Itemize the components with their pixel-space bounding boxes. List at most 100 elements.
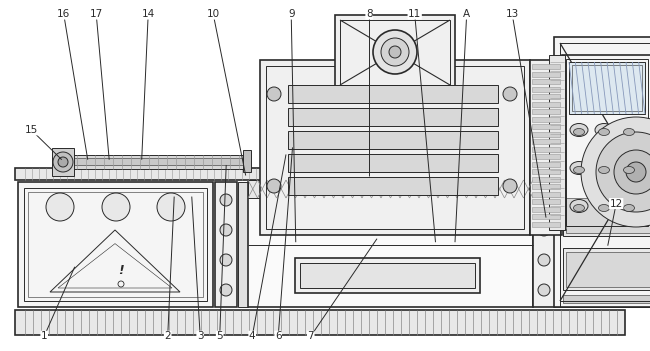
Bar: [532, 199, 560, 204]
Ellipse shape: [623, 128, 634, 135]
Circle shape: [381, 38, 409, 66]
Bar: [532, 177, 560, 181]
Bar: [533, 182, 555, 307]
Bar: [266, 66, 524, 229]
Bar: [532, 124, 560, 129]
Text: !: !: [118, 264, 124, 277]
Bar: [300, 263, 475, 288]
Bar: [532, 184, 560, 189]
Circle shape: [389, 46, 401, 58]
Text: 4: 4: [249, 331, 255, 341]
Bar: [288, 85, 498, 103]
Bar: [532, 221, 560, 226]
Text: 13: 13: [506, 9, 519, 19]
Bar: [563, 248, 650, 290]
Text: 2: 2: [164, 331, 171, 341]
Bar: [532, 94, 560, 99]
Circle shape: [538, 194, 550, 206]
Bar: [15, 168, 455, 180]
Text: 10: 10: [207, 9, 220, 19]
Ellipse shape: [573, 166, 584, 173]
Ellipse shape: [573, 128, 584, 135]
Circle shape: [58, 157, 68, 167]
Bar: [28, 192, 203, 297]
Circle shape: [373, 30, 417, 74]
Circle shape: [220, 194, 232, 206]
Text: 3: 3: [197, 331, 203, 341]
Ellipse shape: [599, 205, 610, 212]
Text: 7: 7: [307, 331, 314, 341]
Bar: [24, 188, 207, 301]
Bar: [532, 64, 560, 69]
Bar: [566, 198, 650, 233]
Bar: [215, 182, 237, 307]
Bar: [15, 310, 625, 335]
Bar: [569, 62, 645, 114]
Ellipse shape: [570, 124, 588, 137]
Bar: [52, 148, 74, 176]
Circle shape: [267, 179, 281, 193]
Text: 17: 17: [90, 9, 103, 19]
Bar: [243, 150, 251, 172]
Bar: [532, 154, 560, 159]
Bar: [288, 177, 498, 195]
Ellipse shape: [623, 205, 634, 212]
Text: 9: 9: [288, 9, 294, 19]
Ellipse shape: [620, 199, 638, 212]
Bar: [563, 295, 650, 303]
Ellipse shape: [573, 205, 584, 212]
Bar: [340, 20, 450, 85]
Circle shape: [267, 87, 281, 101]
Bar: [554, 37, 650, 307]
Bar: [532, 72, 560, 77]
Ellipse shape: [595, 124, 613, 137]
Bar: [566, 252, 650, 287]
Bar: [532, 117, 560, 121]
Bar: [532, 79, 560, 84]
Text: 14: 14: [142, 9, 155, 19]
Bar: [566, 59, 648, 226]
Ellipse shape: [599, 128, 610, 135]
Bar: [335, 15, 455, 90]
Bar: [238, 182, 248, 307]
Circle shape: [220, 254, 232, 266]
Bar: [532, 161, 560, 166]
Circle shape: [538, 224, 550, 236]
Bar: [288, 131, 498, 149]
Circle shape: [538, 284, 550, 296]
Bar: [248, 180, 533, 198]
Circle shape: [596, 132, 650, 212]
Ellipse shape: [620, 124, 638, 137]
Bar: [532, 139, 560, 144]
Bar: [555, 182, 650, 307]
Bar: [18, 182, 213, 307]
Bar: [530, 60, 562, 235]
Bar: [260, 60, 530, 235]
Text: 16: 16: [57, 9, 70, 19]
Ellipse shape: [623, 166, 634, 173]
Text: 11: 11: [408, 9, 421, 19]
Text: 6: 6: [275, 331, 281, 341]
Circle shape: [53, 152, 73, 172]
Bar: [532, 206, 560, 212]
Bar: [60, 158, 245, 165]
Text: 5: 5: [216, 331, 223, 341]
Text: 1: 1: [41, 331, 47, 341]
Text: 8: 8: [366, 9, 372, 19]
Circle shape: [220, 224, 232, 236]
Circle shape: [538, 254, 550, 266]
Bar: [248, 182, 533, 307]
Bar: [532, 192, 560, 197]
Bar: [295, 258, 480, 293]
Bar: [288, 108, 498, 126]
Bar: [549, 55, 565, 230]
Bar: [60, 155, 245, 169]
Circle shape: [220, 284, 232, 296]
Ellipse shape: [595, 161, 613, 174]
Bar: [562, 55, 650, 230]
Bar: [532, 146, 560, 152]
Bar: [532, 214, 560, 219]
Bar: [288, 154, 498, 172]
Bar: [532, 132, 560, 137]
Bar: [532, 101, 560, 106]
